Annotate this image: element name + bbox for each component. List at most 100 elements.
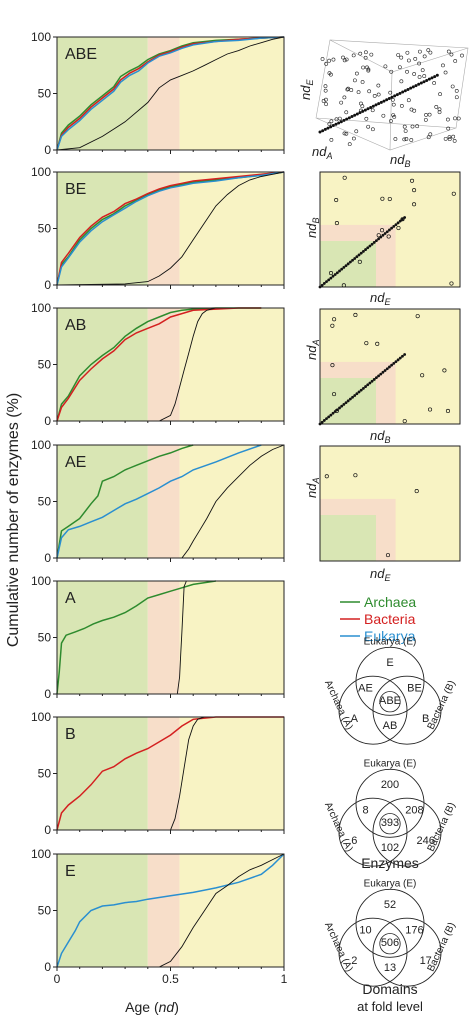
scatter-point xyxy=(321,99,326,103)
scatter-point xyxy=(354,129,359,134)
zone-yellow xyxy=(179,308,284,421)
diagonal-point xyxy=(396,221,400,225)
diagonal-point xyxy=(346,399,350,403)
scatter-point xyxy=(379,228,385,233)
scatter-point xyxy=(443,136,448,141)
scatter-point xyxy=(402,137,407,142)
diagonal-point xyxy=(395,93,399,97)
scatter-point xyxy=(351,136,356,141)
venn-key: Eukarya (E)Archaea (A) Bacteria (B)EA BAE B… xyxy=(322,636,458,745)
scatter-point xyxy=(427,407,433,412)
scatter-point xyxy=(339,100,344,105)
diagonal-point xyxy=(401,90,405,94)
series-line-archaea xyxy=(56,307,262,422)
y-tick-label: 100 xyxy=(31,710,51,724)
scatter-point xyxy=(366,124,371,129)
diagonal-point xyxy=(369,106,373,110)
diagonal-point xyxy=(372,378,376,381)
scatter-point xyxy=(405,50,410,55)
scatter-point xyxy=(420,373,425,378)
zone-green xyxy=(57,717,148,830)
scatter-3d-abe: ndE ndA ndB xyxy=(298,39,469,169)
region-ae: 10 xyxy=(359,925,371,937)
panel-label: B xyxy=(65,726,76,743)
series-line-archaea xyxy=(56,171,285,286)
circle-e xyxy=(355,888,425,958)
diagonal-point xyxy=(377,102,381,106)
diagonal-point xyxy=(320,420,324,424)
diagonal-point xyxy=(419,81,423,85)
diagonal-point xyxy=(322,419,326,422)
scatter-point xyxy=(449,52,454,57)
diagonal-point xyxy=(388,228,391,232)
diagonal-point xyxy=(396,358,400,362)
diagonal-point xyxy=(338,269,341,273)
diagonal-point xyxy=(364,248,367,251)
diagonal-point xyxy=(366,246,370,250)
scatter-point xyxy=(446,117,450,122)
scatter-point xyxy=(369,52,374,57)
scatter-point xyxy=(387,196,392,202)
scatter-point xyxy=(422,54,427,59)
scatter-point xyxy=(428,50,433,55)
diagonal-point xyxy=(392,224,396,228)
region-e: 52 xyxy=(384,899,396,911)
series-line-black xyxy=(56,36,285,151)
scatter-point xyxy=(344,110,349,115)
scatter-point xyxy=(370,127,375,132)
scatter-point xyxy=(367,89,372,94)
scatter-point xyxy=(331,57,336,62)
diagonal-point xyxy=(390,95,394,99)
scatter-frame xyxy=(319,308,461,425)
diagonal-point xyxy=(348,397,352,401)
diagonal-point xyxy=(393,94,397,98)
scatter-point xyxy=(441,63,445,68)
panel-label: AE xyxy=(65,454,86,471)
diagonal-point xyxy=(363,108,367,112)
diagonal-point xyxy=(327,278,331,282)
scatter-point xyxy=(327,58,332,63)
scatter-point xyxy=(364,341,369,346)
scatter-point xyxy=(334,408,339,413)
scatter-point xyxy=(396,225,401,231)
panel-abe: 0 50 100 ABE xyxy=(31,30,285,157)
diagonal-point xyxy=(342,265,346,269)
y-tick-label: 0 xyxy=(44,551,51,565)
scatter-point xyxy=(360,104,365,109)
scatter-point xyxy=(323,88,328,93)
scatter-point xyxy=(453,59,458,63)
axis-label-nd-e: ndE xyxy=(370,290,391,307)
center-ring xyxy=(379,813,401,835)
axis-label-nd-a: ndA xyxy=(304,478,321,498)
series-line-bacteria xyxy=(56,307,262,422)
diagonal-point xyxy=(344,401,348,405)
diagonal-point xyxy=(370,379,374,383)
diagonal-point xyxy=(364,385,367,388)
diagonal-point xyxy=(433,75,437,79)
diagonal-point xyxy=(346,262,350,266)
scatter-frame xyxy=(319,445,461,562)
scatter-point xyxy=(352,78,357,83)
diagonal-point xyxy=(422,80,426,84)
circle-a xyxy=(338,917,408,987)
series-line-archaea xyxy=(56,444,194,559)
diagonal-point xyxy=(406,87,410,91)
diagonal-point xyxy=(377,374,380,378)
diagonal-point xyxy=(427,77,431,81)
scatter-point xyxy=(424,113,428,117)
diagonal-point xyxy=(320,283,324,287)
scatter-point xyxy=(443,70,448,75)
scatter-point xyxy=(442,368,447,373)
y-tick-label: 100 xyxy=(31,847,51,861)
diagonal-point xyxy=(357,253,361,257)
diagonal-point xyxy=(375,376,378,380)
diagonal-point xyxy=(329,413,333,417)
diagonal-point xyxy=(381,233,385,237)
axis-label-nd-e: ndE xyxy=(370,566,391,583)
diagonal-point xyxy=(392,361,396,365)
zone-yellow xyxy=(179,581,284,694)
circle-b xyxy=(372,917,442,987)
scatter-point xyxy=(447,135,452,140)
scatter-point xyxy=(385,553,391,558)
